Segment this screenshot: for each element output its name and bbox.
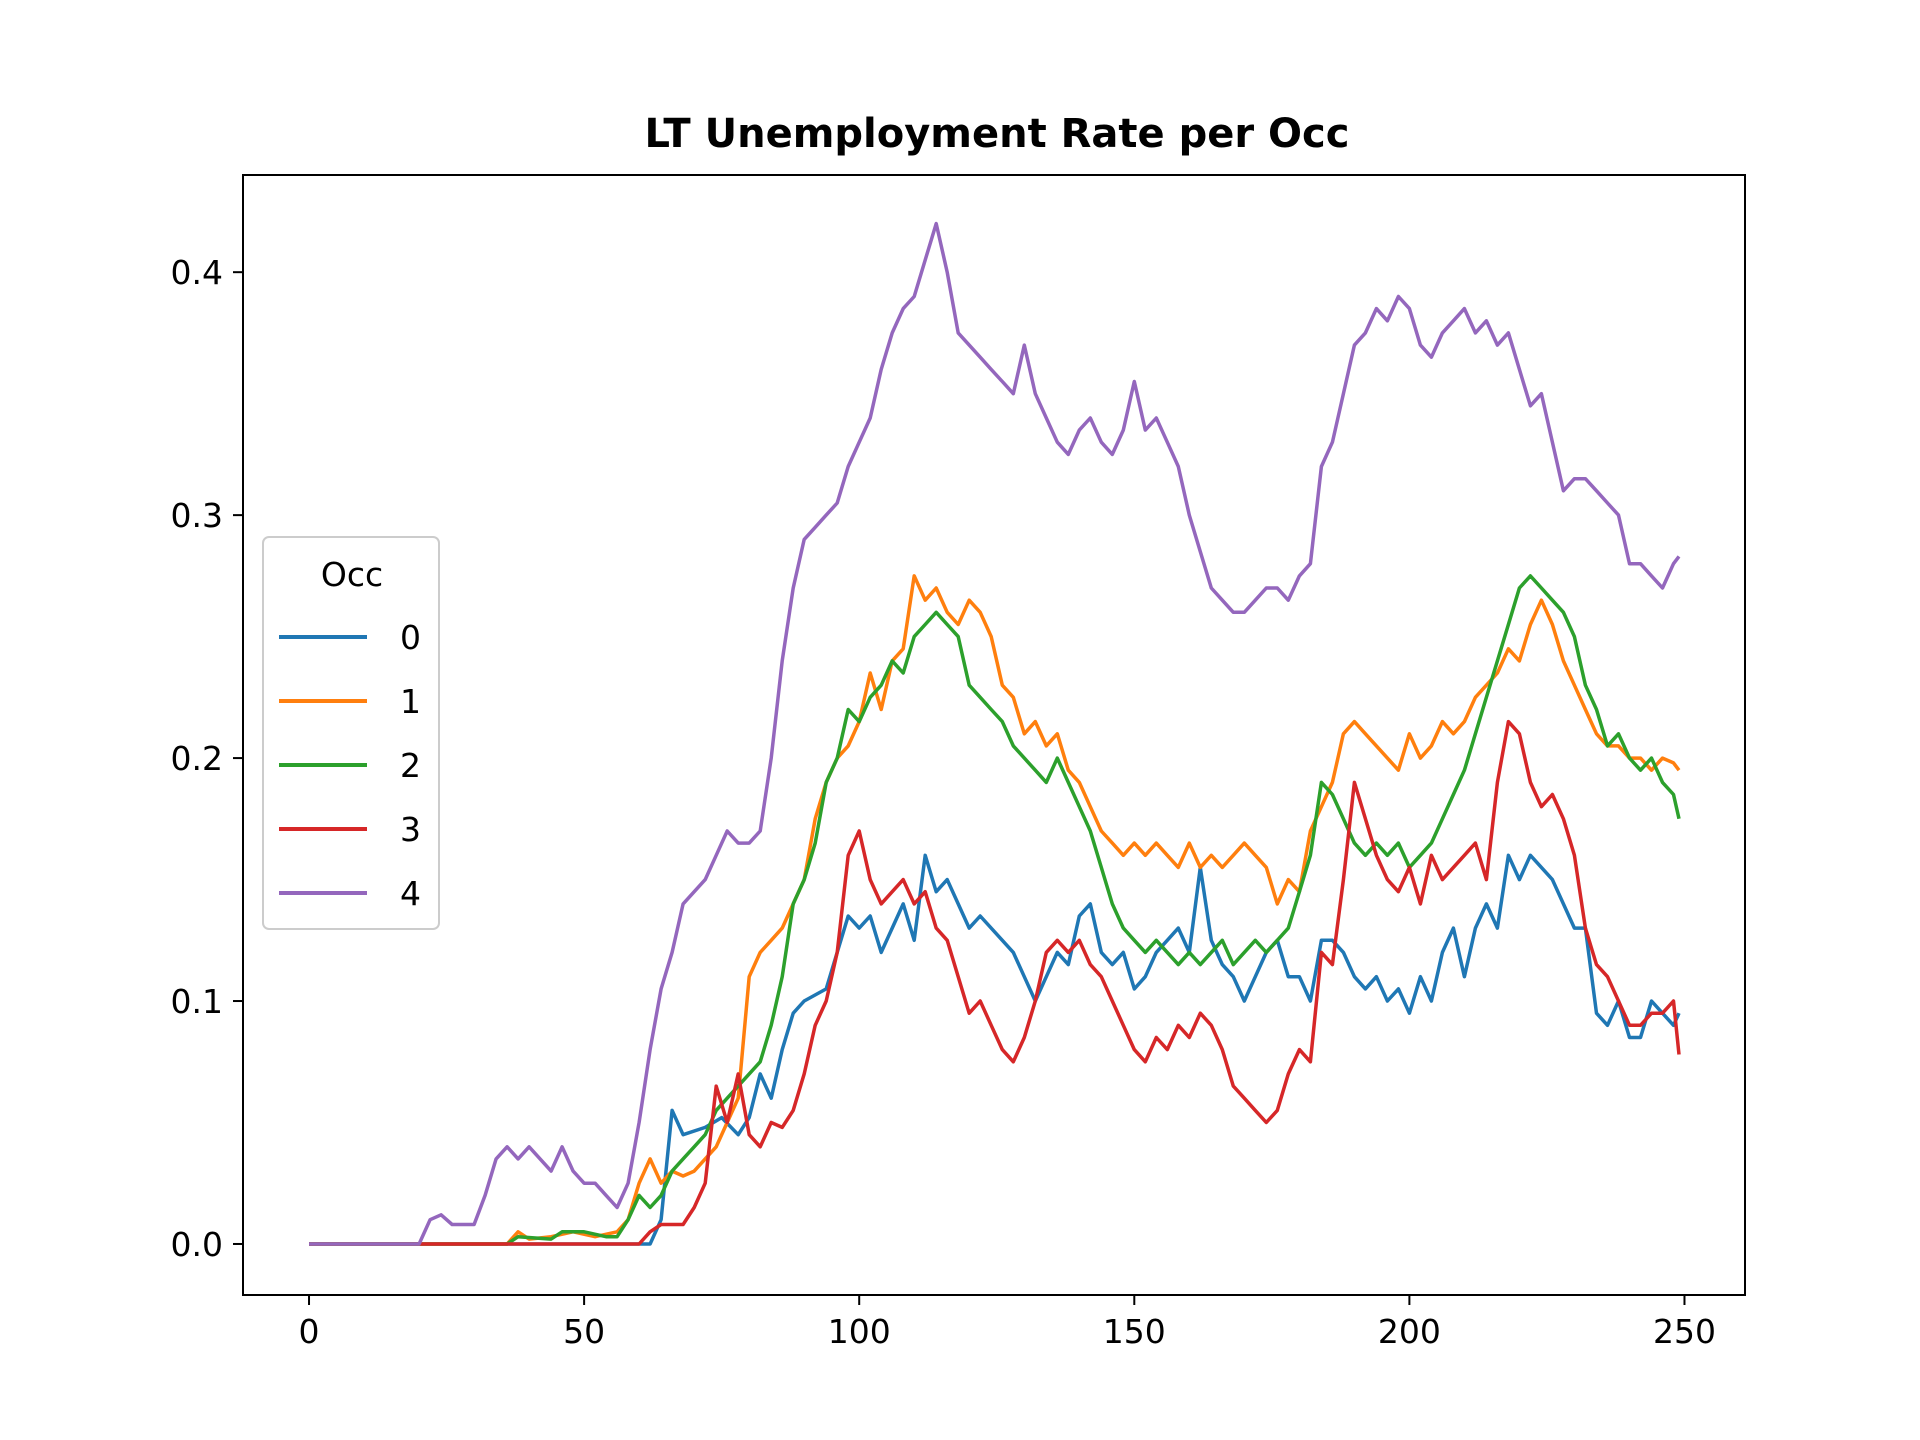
y-tick-label: 0.3 [171, 496, 223, 535]
legend-label-2: 2 [400, 746, 421, 785]
plot-area-frame [242, 174, 1746, 1296]
series-layer [309, 221, 1681, 1246]
legend-label-1: 1 [400, 682, 421, 721]
y-tick-label: 0.2 [171, 739, 223, 778]
x-tick-label: 0 [299, 1312, 320, 1351]
x-tick-label: 250 [1653, 1312, 1716, 1351]
x-tick-label: 200 [1378, 1312, 1441, 1351]
y-tick-label: 0.4 [171, 253, 223, 292]
series-line-3 [309, 719, 1681, 1246]
legend-label-4: 4 [400, 874, 421, 913]
legend-label-3: 3 [400, 810, 421, 849]
legend: Occ 0 1 2 3 4 [262, 536, 440, 930]
legend-items: 0 1 2 3 4 [279, 618, 421, 913]
x-tick-label: 150 [1103, 1312, 1166, 1351]
legend-label-0: 0 [400, 618, 421, 657]
legend-box [262, 536, 440, 930]
y-tick-label: 0.0 [171, 1225, 223, 1264]
series-line-4 [309, 221, 1681, 1246]
x-axis: 0 50 100 150 200 250 [299, 1295, 1716, 1351]
y-axis: 0.0 0.1 0.2 0.3 0.4 [171, 253, 243, 1264]
y-tick-label: 0.1 [171, 982, 223, 1021]
series-line-2 [309, 574, 1681, 1246]
chart-title: LT Unemployment Rate per Occ [645, 111, 1350, 157]
x-tick-label: 50 [563, 1312, 605, 1351]
legend-title: Occ [321, 555, 383, 594]
x-tick-label: 100 [828, 1312, 891, 1351]
